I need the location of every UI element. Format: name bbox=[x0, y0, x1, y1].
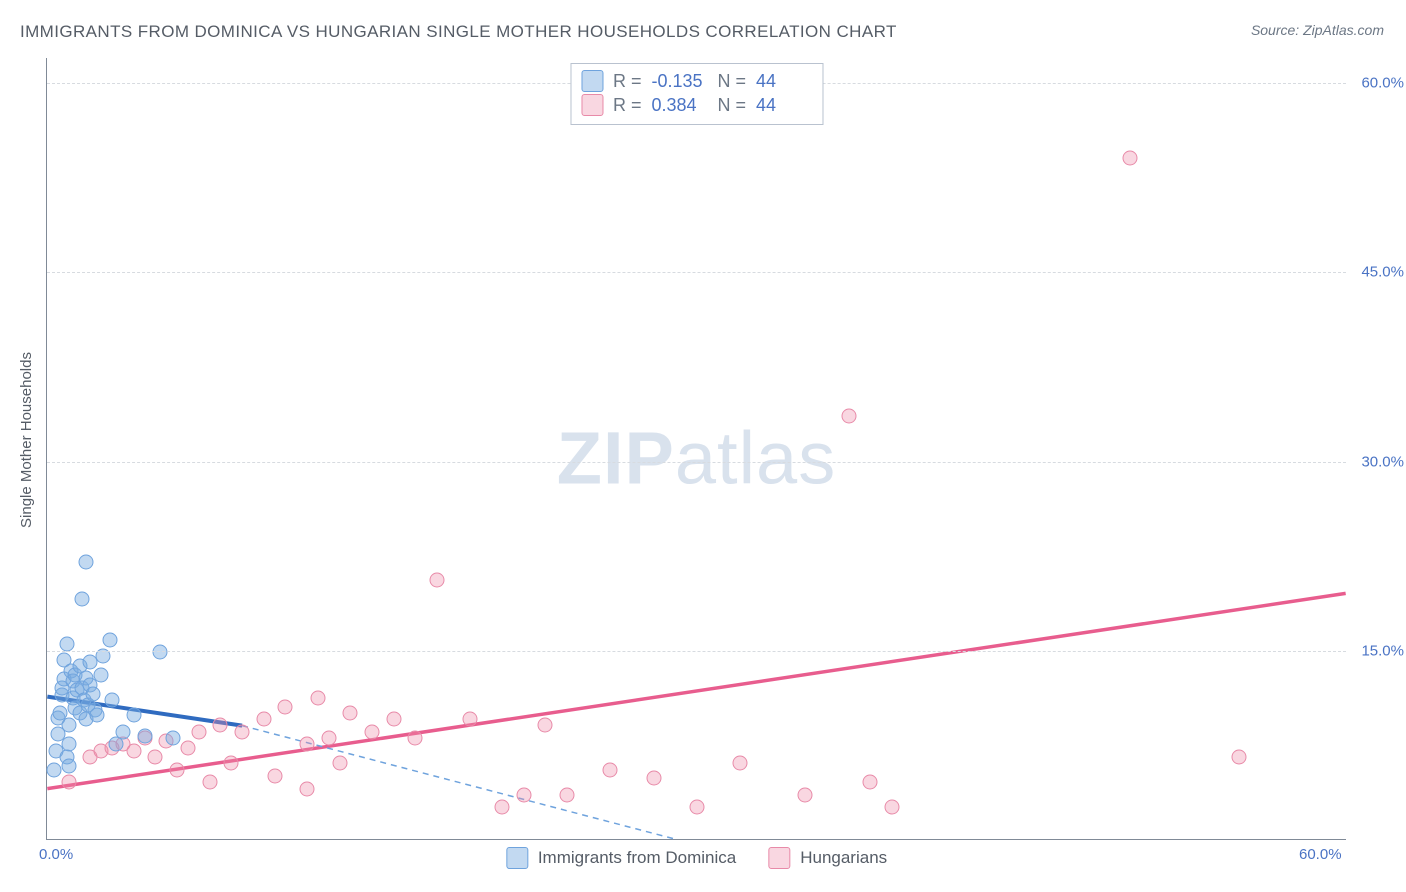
scatter-point-pink bbox=[300, 781, 315, 796]
legend-n-label: N = bbox=[718, 95, 747, 116]
scatter-point-blue bbox=[94, 668, 109, 683]
scatter-point-blue bbox=[115, 724, 130, 739]
scatter-point-pink bbox=[224, 756, 239, 771]
scatter-point-pink bbox=[733, 756, 748, 771]
scatter-point-pink bbox=[278, 699, 293, 714]
scatter-point-pink bbox=[885, 800, 900, 815]
scatter-point-blue bbox=[61, 758, 76, 773]
scatter-point-blue bbox=[46, 762, 61, 777]
scatter-point-pink bbox=[191, 724, 206, 739]
scatter-point-pink bbox=[603, 762, 618, 777]
scatter-point-pink bbox=[267, 768, 282, 783]
scatter-point-blue bbox=[61, 718, 76, 733]
legend-series-box: Immigrants from Dominica Hungarians bbox=[506, 847, 887, 869]
scatter-point-pink bbox=[538, 718, 553, 733]
grid-line bbox=[47, 651, 1346, 652]
scatter-point-pink bbox=[646, 771, 661, 786]
y-tick-label: 30.0% bbox=[1361, 453, 1404, 470]
y-tick-label: 15.0% bbox=[1361, 642, 1404, 659]
scatter-point-pink bbox=[863, 775, 878, 790]
scatter-point-pink bbox=[798, 787, 813, 802]
legend-n-value: 44 bbox=[756, 71, 812, 92]
legend-item: Hungarians bbox=[768, 847, 887, 869]
scatter-point-pink bbox=[841, 409, 856, 424]
scatter-point-pink bbox=[148, 750, 163, 765]
scatter-point-pink bbox=[310, 690, 325, 705]
plot-area: ZIPatlas R = -0.135 N = 44 R = 0.384 N =… bbox=[46, 58, 1346, 840]
scatter-point-pink bbox=[235, 724, 250, 739]
legend-swatch-blue bbox=[506, 847, 528, 869]
scatter-point-pink bbox=[495, 800, 510, 815]
legend-n-value: 44 bbox=[756, 95, 812, 116]
scatter-point-pink bbox=[126, 743, 141, 758]
scatter-point-blue bbox=[126, 708, 141, 723]
x-tick-label: 0.0% bbox=[39, 846, 73, 863]
scatter-point-pink bbox=[202, 775, 217, 790]
grid-line bbox=[47, 462, 1346, 463]
scatter-point-blue bbox=[152, 645, 167, 660]
scatter-point-pink bbox=[408, 731, 423, 746]
scatter-point-blue bbox=[105, 693, 120, 708]
legend-swatch-pink bbox=[768, 847, 790, 869]
scatter-point-blue bbox=[74, 592, 89, 607]
legend-item: Immigrants from Dominica bbox=[506, 847, 736, 869]
trend-lines-svg bbox=[47, 58, 1346, 839]
legend-series-label: Immigrants from Dominica bbox=[538, 848, 736, 868]
legend-swatch-pink bbox=[581, 94, 603, 116]
scatter-point-blue bbox=[79, 554, 94, 569]
scatter-point-pink bbox=[332, 756, 347, 771]
grid-line bbox=[47, 272, 1346, 273]
scatter-point-pink bbox=[213, 718, 228, 733]
scatter-point-pink bbox=[1123, 150, 1138, 165]
scatter-point-pink bbox=[170, 762, 185, 777]
trend-line bbox=[47, 593, 1345, 788]
scatter-point-blue bbox=[59, 636, 74, 651]
scatter-point-pink bbox=[365, 724, 380, 739]
scatter-point-pink bbox=[343, 705, 358, 720]
scatter-point-blue bbox=[137, 728, 152, 743]
scatter-point-blue bbox=[102, 632, 117, 647]
legend-row: R = 0.384 N = 44 bbox=[581, 94, 812, 116]
scatter-point-blue bbox=[85, 686, 100, 701]
scatter-point-pink bbox=[386, 712, 401, 727]
y-tick-label: 45.0% bbox=[1361, 264, 1404, 281]
scatter-point-pink bbox=[61, 775, 76, 790]
y-tick-label: 60.0% bbox=[1361, 75, 1404, 92]
y-axis-label: Single Mother Households bbox=[18, 352, 35, 528]
legend-correlation-box: R = -0.135 N = 44 R = 0.384 N = 44 bbox=[570, 63, 823, 125]
scatter-point-blue bbox=[89, 708, 104, 723]
legend-series-label: Hungarians bbox=[800, 848, 887, 868]
legend-swatch-blue bbox=[581, 70, 603, 92]
scatter-point-blue bbox=[165, 731, 180, 746]
legend-r-value: -0.135 bbox=[652, 71, 708, 92]
legend-r-value: 0.384 bbox=[652, 95, 708, 116]
scatter-point-pink bbox=[560, 787, 575, 802]
legend-row: R = -0.135 N = 44 bbox=[581, 70, 812, 92]
scatter-point-pink bbox=[690, 800, 705, 815]
scatter-point-pink bbox=[256, 712, 271, 727]
legend-r-label: R = bbox=[613, 95, 642, 116]
legend-n-label: N = bbox=[718, 71, 747, 92]
source-attribution: Source: ZipAtlas.com bbox=[1251, 22, 1384, 38]
scatter-point-pink bbox=[430, 573, 445, 588]
legend-r-label: R = bbox=[613, 71, 642, 92]
scatter-point-pink bbox=[1231, 750, 1246, 765]
x-tick-label: 60.0% bbox=[1299, 846, 1342, 863]
scatter-point-pink bbox=[462, 712, 477, 727]
scatter-point-pink bbox=[300, 737, 315, 752]
chart-title: IMMIGRANTS FROM DOMINICA VS HUNGARIAN SI… bbox=[20, 22, 897, 42]
scatter-point-pink bbox=[516, 787, 531, 802]
scatter-point-pink bbox=[180, 741, 195, 756]
scatter-point-pink bbox=[321, 731, 336, 746]
